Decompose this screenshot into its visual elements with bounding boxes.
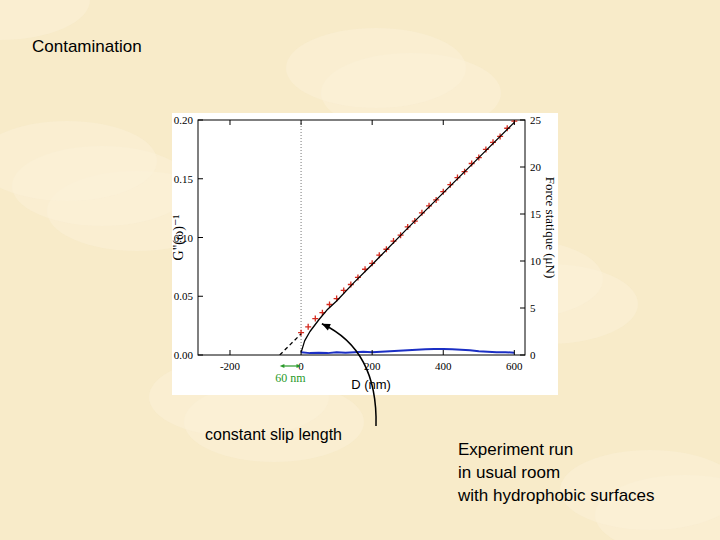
y-tick-label: 0.05	[174, 290, 194, 302]
x-tick	[229, 350, 230, 355]
arrow-head	[296, 364, 301, 368]
y-axis-label: G"(ω)⁻¹	[171, 215, 187, 261]
annotation: 60 nm	[275, 371, 306, 385]
y2-tick	[520, 120, 525, 121]
y2-tick-label: 5	[530, 302, 536, 314]
y2-tick-label: 25	[530, 114, 542, 126]
chart-panel	[172, 113, 558, 395]
y2-tick-label: 20	[530, 161, 542, 173]
data-point	[298, 330, 304, 336]
data-point	[369, 260, 375, 266]
y2-tick	[520, 308, 525, 309]
plot-frame	[198, 120, 525, 355]
y-tick-label: 0.20	[174, 114, 194, 126]
y-tick	[198, 237, 203, 238]
x-tick	[301, 350, 302, 355]
slide-title: Contamination	[32, 37, 142, 56]
x-tick-label: -200	[220, 360, 241, 372]
y-tick	[198, 355, 203, 356]
x-tick	[372, 120, 373, 125]
x-tick-label: 600	[506, 360, 523, 372]
texture	[286, 28, 466, 108]
y-tick-label: 0.00	[174, 349, 194, 361]
y-tick	[198, 296, 203, 297]
data-line	[280, 334, 301, 355]
arrow-head	[280, 364, 285, 368]
note: Experiment run	[458, 440, 573, 459]
x-tick	[301, 120, 302, 125]
x-tick	[372, 350, 373, 355]
annotation-arrow	[322, 324, 376, 426]
y2-tick-label: 0	[530, 349, 536, 361]
x-tick	[229, 120, 230, 125]
data-line	[301, 349, 514, 353]
annotation: constant slip length	[205, 426, 342, 443]
data-point	[305, 324, 311, 330]
y2-tick	[520, 167, 525, 168]
x-tick	[443, 120, 444, 125]
note: with hydrophobic surfaces	[457, 486, 655, 505]
note: in usual room	[458, 463, 560, 482]
x-tick	[443, 350, 444, 355]
y2-tick	[520, 355, 525, 356]
arrow-head	[322, 324, 331, 331]
y-tick	[198, 178, 203, 179]
texture	[0, 0, 90, 40]
y2-tick-label: 10	[530, 255, 542, 267]
x-tick	[514, 120, 515, 125]
plot-area	[280, 120, 518, 355]
y2-axis-label: Force statique (μN)	[543, 177, 558, 279]
slide: Contamination Experiment run in usual room…	[0, 0, 720, 540]
y-tick-label: 0.15	[174, 173, 194, 185]
y-tick	[198, 120, 203, 121]
texture	[0, 121, 157, 201]
x-tick	[514, 350, 515, 355]
data-line	[301, 122, 514, 352]
reference-line	[301, 120, 302, 355]
y2-tick-label: 15	[530, 208, 542, 220]
data-point	[327, 301, 333, 307]
x-tick-label: 400	[435, 360, 452, 372]
slip-length-arrow	[283, 365, 298, 366]
y2-tick	[520, 214, 525, 215]
y2-tick	[520, 261, 525, 262]
